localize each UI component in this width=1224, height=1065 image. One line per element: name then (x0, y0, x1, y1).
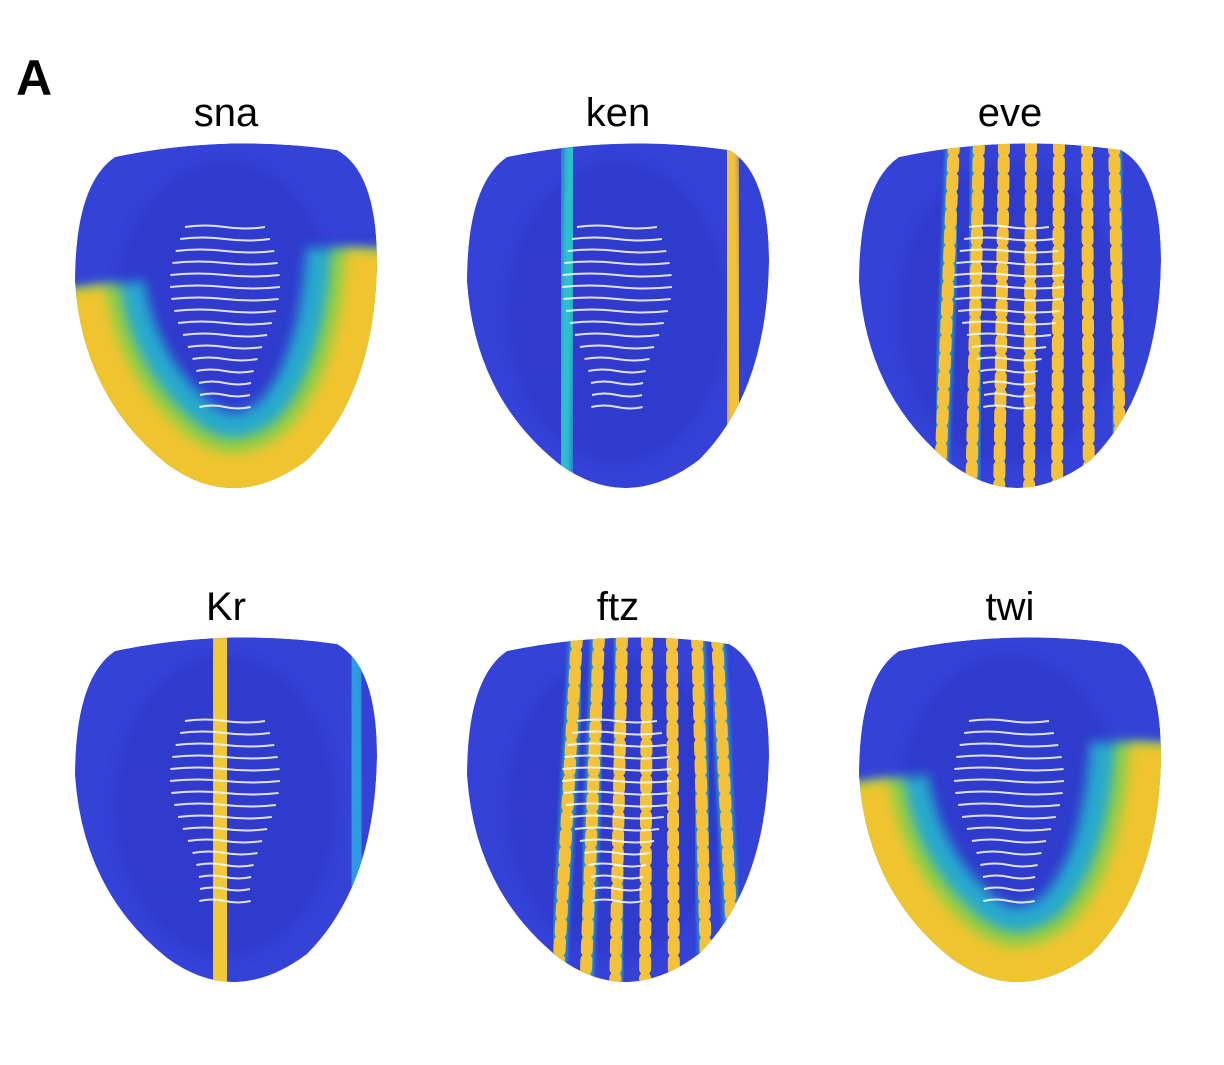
embryo-map (75, 143, 377, 489)
panel-title: Kr (206, 585, 246, 629)
panel-title: sna (194, 91, 259, 135)
panel-title: ftz (597, 585, 639, 629)
embryo-map (75, 637, 377, 983)
embryo-map (467, 637, 769, 983)
panel-title: twi (986, 585, 1035, 629)
embryo-map (859, 637, 1161, 983)
panel-title: ken (586, 91, 651, 135)
panel-title: eve (978, 91, 1043, 135)
embryo-map (467, 143, 769, 489)
panel-label: A (16, 50, 52, 106)
embryo-map (859, 143, 1161, 489)
